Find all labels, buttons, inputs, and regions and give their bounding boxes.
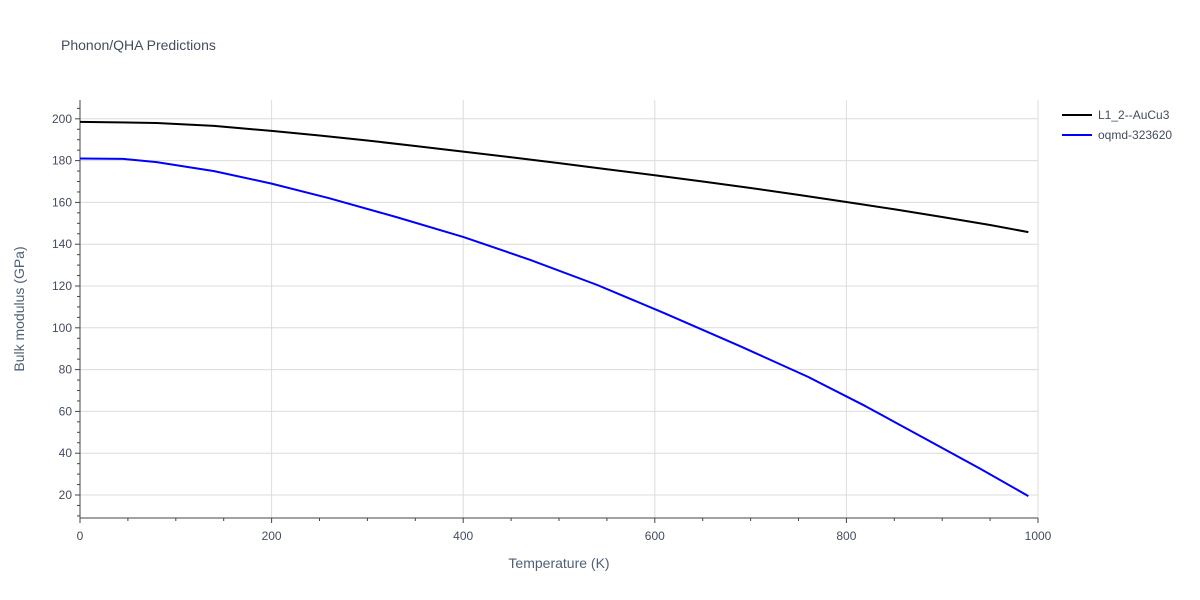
series-line-1 [79,120,1029,234]
y-tick-label: 200 [52,112,72,126]
x-tick-label: 1000 [1025,529,1052,543]
axes [75,100,1039,523]
x-tick-label: 200 [262,529,282,543]
x-tick-label: 600 [645,529,665,543]
y-tick-label: 120 [52,279,72,293]
y-tick-label: 80 [59,363,73,377]
y-tick-label: 20 [59,488,73,502]
y-tick-label: 40 [59,446,73,460]
x-tick-label: 400 [453,529,473,543]
legend-label: oqmd-323620 [1098,128,1172,142]
series-layer [79,120,1029,497]
series-line-2 [79,157,1029,497]
legend-item: L1_2--AuCu3 [1062,108,1170,122]
tick-labels: 20 40 60 80 100 120 140 160 180 200 0 200 400 600 800 1… [52,112,1052,543]
y-tick-label: 140 [52,237,72,251]
y-axis-title: Bulk modulus (GPa) [11,246,27,371]
x-tick-label: 0 [77,529,84,543]
x-tick-label: 800 [836,529,856,543]
legend-label: L1_2--AuCu3 [1098,108,1170,122]
legend-item: oqmd-323620 [1062,128,1172,142]
x-axis-title: Temperature (K) [508,555,609,571]
y-tick-label: 60 [59,404,73,418]
y-tick-label: 180 [52,154,72,168]
y-tick-label: 160 [52,195,72,209]
chart-title: Phonon/QHA Predictions [61,37,216,53]
legend: L1_2--AuCu3 oqmd-323620 [1062,108,1172,142]
y-tick-label: 100 [52,321,72,335]
